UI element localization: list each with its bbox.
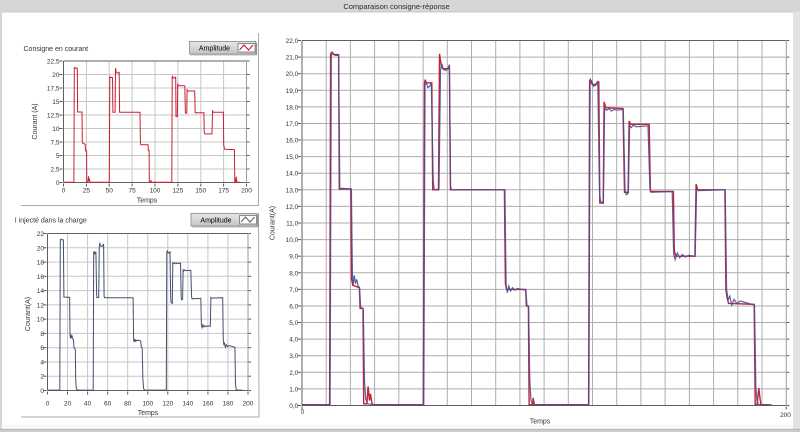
svg-text:19,0: 19,0 <box>286 88 299 95</box>
svg-text:50: 50 <box>106 188 114 195</box>
svg-text:11,0: 11,0 <box>286 220 299 227</box>
svg-text:12,5: 12,5 <box>47 113 60 120</box>
svg-text:0: 0 <box>40 388 44 395</box>
svg-text:16,0: 16,0 <box>286 138 299 145</box>
svg-text:75: 75 <box>129 188 137 195</box>
svg-text:1,0: 1,0 <box>289 386 298 393</box>
svg-text:10: 10 <box>37 317 45 324</box>
svg-text:18: 18 <box>37 260 45 267</box>
svg-text:6,0: 6,0 <box>289 303 298 310</box>
svg-text:2,5: 2,5 <box>50 167 59 174</box>
svg-text:13,0: 13,0 <box>286 187 299 194</box>
svg-text:200: 200 <box>241 188 252 195</box>
svg-text:Temps: Temps <box>138 410 159 417</box>
svg-text:17,5: 17,5 <box>47 86 60 93</box>
svg-text:0,0: 0,0 <box>289 403 298 410</box>
svg-text:120: 120 <box>162 401 173 408</box>
svg-text:200: 200 <box>780 412 791 419</box>
svg-text:2: 2 <box>40 374 44 381</box>
svg-text:4: 4 <box>40 359 44 366</box>
svg-text:12: 12 <box>37 302 45 309</box>
svg-text:20,0: 20,0 <box>286 71 299 78</box>
svg-text:21,0: 21,0 <box>286 55 299 62</box>
svg-text:20: 20 <box>37 245 45 252</box>
svg-text:7,5: 7,5 <box>50 140 59 147</box>
svg-text:9,0: 9,0 <box>289 254 298 261</box>
svg-text:I injecté dans la charge: I injecté dans la charge <box>15 218 87 225</box>
svg-text:12,0: 12,0 <box>286 204 299 211</box>
svg-text:Courant (A): Courant (A) <box>32 103 39 139</box>
svg-text:175: 175 <box>218 188 229 195</box>
svg-text:20: 20 <box>52 72 60 79</box>
svg-text:18,0: 18,0 <box>286 104 299 111</box>
svg-text:Amplitude: Amplitude <box>199 46 230 53</box>
svg-text:Courant(A): Courant(A) <box>25 297 32 331</box>
svg-text:22: 22 <box>37 231 45 238</box>
svg-text:150: 150 <box>195 188 206 195</box>
svg-text:0: 0 <box>56 180 60 187</box>
svg-text:Temps: Temps <box>530 419 551 426</box>
svg-text:180: 180 <box>223 401 234 408</box>
svg-text:0: 0 <box>62 188 66 195</box>
svg-text:14,0: 14,0 <box>286 171 299 178</box>
svg-text:6: 6 <box>40 345 44 352</box>
svg-text:16: 16 <box>37 274 45 281</box>
svg-text:60: 60 <box>104 401 112 408</box>
svg-text:Amplitude: Amplitude <box>200 218 231 225</box>
svg-text:10,0: 10,0 <box>286 237 299 244</box>
svg-text:Courant(A): Courant(A) <box>270 206 277 240</box>
svg-text:10: 10 <box>52 126 60 133</box>
svg-text:17,0: 17,0 <box>286 121 299 128</box>
svg-text:125: 125 <box>172 188 183 195</box>
svg-text:22,5: 22,5 <box>47 59 60 66</box>
svg-text:3,0: 3,0 <box>289 353 298 360</box>
svg-text:80: 80 <box>124 401 132 408</box>
svg-text:8: 8 <box>40 331 44 338</box>
svg-text:4,0: 4,0 <box>289 337 298 344</box>
svg-text:15,0: 15,0 <box>286 154 299 161</box>
svg-text:100: 100 <box>150 188 161 195</box>
svg-text:Temps: Temps <box>137 198 158 205</box>
svg-text:5,0: 5,0 <box>289 320 298 327</box>
svg-text:8,0: 8,0 <box>289 270 298 277</box>
svg-text:22,0: 22,0 <box>286 38 299 45</box>
svg-text:14: 14 <box>37 288 45 295</box>
svg-text:Consigne en courant: Consigne en courant <box>24 46 89 53</box>
svg-text:140: 140 <box>182 401 193 408</box>
svg-text:25: 25 <box>83 188 91 195</box>
svg-text:40: 40 <box>84 401 92 408</box>
svg-text:0: 0 <box>46 401 50 408</box>
svg-text:15: 15 <box>52 99 60 106</box>
svg-text:Comparaison consigne-réponse: Comparaison consigne-réponse <box>343 2 449 11</box>
svg-text:20: 20 <box>64 401 72 408</box>
svg-text:0: 0 <box>301 409 305 416</box>
svg-text:200: 200 <box>243 401 254 408</box>
svg-text:2,0: 2,0 <box>289 370 298 377</box>
svg-text:5: 5 <box>56 153 60 160</box>
svg-text:160: 160 <box>202 401 213 408</box>
svg-text:100: 100 <box>142 401 153 408</box>
svg-text:7,0: 7,0 <box>289 287 298 294</box>
